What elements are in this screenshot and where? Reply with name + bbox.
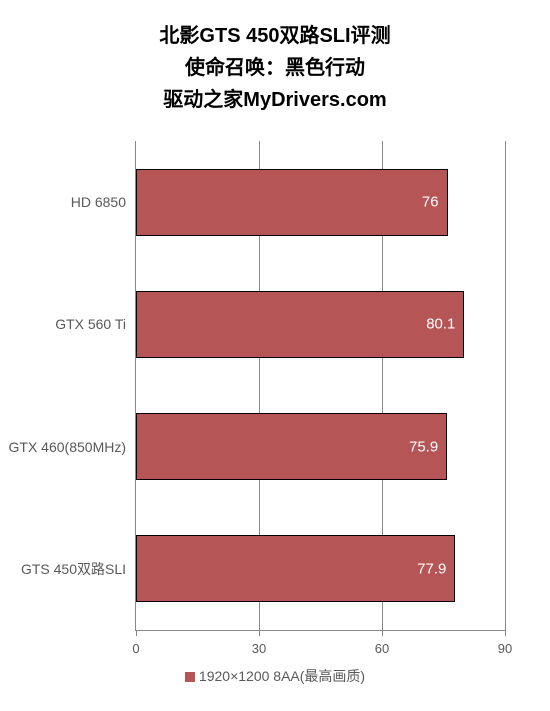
chart-titles: 北影GTS 450双路SLI评测 使命召唤：黑色行动 驱动之家MyDrivers… <box>15 20 535 116</box>
category-label: GTX 560 Ti <box>55 316 136 332</box>
legend-label: 1920×1200 8AA(最高画质) <box>199 668 365 684</box>
bar-value-label: 80.1 <box>426 316 455 333</box>
legend-swatch <box>185 672 195 682</box>
title-line-2: 使命召唤：黑色行动 <box>15 52 535 84</box>
bar-value-label: 75.9 <box>409 438 438 455</box>
bar: 80.1 <box>136 291 464 358</box>
x-tick <box>505 630 506 636</box>
legend: 1920×1200 8AA(最高画质) <box>15 666 535 686</box>
chart-area: 030609076HD 685080.1GTX 560 Ti75.9GTX 46… <box>135 141 505 661</box>
x-tick <box>136 630 137 636</box>
category-label: GTX 460(850MHz) <box>9 439 136 455</box>
x-tick-label: 30 <box>252 641 266 656</box>
x-tick <box>259 630 260 636</box>
category-label: GTS 450双路SLI <box>21 559 136 579</box>
x-tick-label: 60 <box>375 641 389 656</box>
bar: 76 <box>136 169 448 236</box>
plot-region: 030609076HD 685080.1GTX 560 Ti75.9GTX 46… <box>135 141 505 631</box>
title-line-3: 驱动之家MyDrivers.com <box>15 84 535 116</box>
bar: 77.9 <box>136 535 455 602</box>
title-line-1: 北影GTS 450双路SLI评测 <box>15 20 535 52</box>
bar: 75.9 <box>136 413 447 480</box>
bar-value-label: 76 <box>422 194 439 211</box>
x-tick-label: 90 <box>498 641 512 656</box>
category-label: HD 6850 <box>71 194 136 210</box>
bar-value-label: 77.9 <box>417 560 446 577</box>
gridline <box>505 141 506 630</box>
x-tick-label: 0 <box>132 641 139 656</box>
x-tick <box>382 630 383 636</box>
